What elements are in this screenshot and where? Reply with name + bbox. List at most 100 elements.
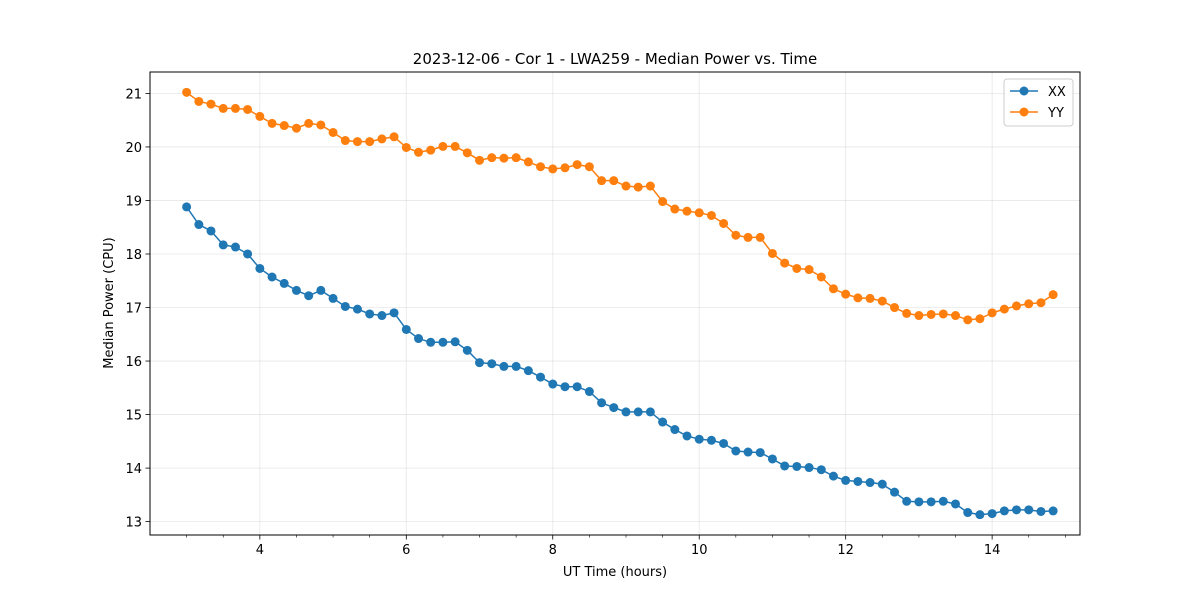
series-xx-point	[731, 446, 741, 456]
legend-xx-label: XX	[1048, 85, 1066, 100]
series-xx-point	[926, 497, 936, 507]
series-yy-point	[267, 118, 277, 128]
y-tick-label: 16	[125, 355, 142, 370]
legend-xx-marker	[1019, 86, 1029, 96]
series-yy-point	[841, 289, 851, 299]
series-xx-point	[475, 358, 485, 368]
series-yy-point	[706, 210, 716, 220]
series-yy-point	[792, 263, 802, 273]
x-tick-label: 12	[837, 543, 854, 558]
series-xx-point	[340, 301, 350, 311]
y-tick-label: 15	[125, 409, 142, 424]
series-yy-point	[389, 132, 399, 142]
series-yy-point	[206, 99, 216, 109]
series-xx-point	[951, 499, 961, 509]
series-yy-point	[328, 127, 338, 137]
plot-frame	[149, 71, 1081, 536]
series-xx-point	[438, 337, 448, 347]
series-xx-point	[694, 434, 704, 444]
series-xx-point	[255, 263, 265, 273]
series-xx-point	[182, 202, 192, 212]
series-xx-point	[938, 496, 948, 506]
series-yy-point	[914, 311, 924, 321]
series-yy-point	[621, 181, 631, 191]
series-yy-point	[902, 308, 912, 318]
legend: XX YY	[1003, 78, 1074, 127]
series-yy-point	[352, 137, 362, 147]
y-axis-ticks: 13 14 15 16 17 18 19 20 21	[125, 87, 150, 531]
series-yy-point	[816, 272, 826, 282]
series-xx-point	[267, 272, 277, 282]
y-axis-label: Median Power (CPU)	[102, 237, 117, 368]
series-xx-point	[414, 334, 424, 344]
series-xx-point	[304, 291, 314, 301]
series-xx-point	[426, 337, 436, 347]
series-xx-point	[194, 220, 204, 230]
series-xx-point	[780, 461, 790, 471]
data-series	[182, 87, 1058, 520]
series-yy-point	[304, 118, 314, 128]
series-yy-point	[536, 162, 546, 172]
y-tick-label: 14	[125, 462, 142, 477]
series-xx-point	[597, 398, 607, 408]
series-yy-point	[938, 309, 948, 319]
series-yy-point	[291, 123, 301, 133]
series-xx-point	[999, 506, 1009, 516]
series-xx-point	[389, 308, 399, 318]
series-yy-point	[316, 120, 326, 130]
series-xx-point	[279, 278, 289, 288]
series-xx-point	[523, 366, 533, 376]
series-xx-point	[841, 475, 851, 485]
series-xx-point	[377, 311, 387, 321]
y-tick-label: 20	[125, 141, 142, 156]
series-xx-point	[365, 309, 375, 319]
series-xx-point	[243, 249, 253, 259]
series-xx-point	[1024, 505, 1034, 515]
y-tick-label: 18	[125, 248, 142, 263]
series-yy-point	[1012, 301, 1022, 311]
series-xx-point	[719, 438, 729, 448]
x-tick-label: 6	[402, 543, 410, 558]
series-yy-point	[499, 153, 509, 163]
series-yy-point	[279, 121, 289, 131]
series-xx-point	[230, 242, 240, 252]
series-xx-point	[890, 487, 900, 497]
series-yy-point	[560, 163, 570, 173]
series-yy-point	[890, 303, 900, 313]
series-yy-point	[1036, 298, 1046, 308]
series-yy-point	[767, 248, 777, 258]
series-xx-point	[291, 285, 301, 295]
series-yy-point	[975, 314, 985, 324]
series-yy-point	[572, 160, 582, 170]
series-yy-point	[804, 265, 814, 275]
series-xx-point	[218, 240, 228, 250]
series-yy-point	[584, 162, 594, 172]
series-xx-point	[401, 324, 411, 334]
series-yy-point	[426, 145, 436, 155]
series-yy-point	[450, 141, 460, 151]
series-yy-point	[218, 103, 228, 113]
series-yy-point	[243, 104, 253, 114]
x-tick-label: 14	[984, 543, 1001, 558]
series-yy-point	[645, 181, 655, 191]
series-yy-point	[255, 111, 265, 121]
series-xx-point	[1048, 506, 1058, 516]
series-xx-point	[645, 407, 655, 417]
series-xx-point	[865, 478, 875, 488]
y-tick-label: 13	[125, 516, 142, 531]
series-xx-point	[536, 372, 546, 382]
series-yy-point	[926, 309, 936, 319]
series-yy-point	[1048, 290, 1058, 300]
y-tick-label: 21	[125, 87, 142, 102]
series-yy-point	[194, 96, 204, 106]
series-xx-point	[462, 345, 472, 355]
grid-lines	[150, 72, 1080, 535]
series-xx-point	[682, 431, 692, 441]
series-xx-point	[499, 361, 509, 371]
x-tick-label: 8	[549, 543, 557, 558]
series-xx-point	[328, 293, 338, 303]
series-xx-point	[633, 407, 643, 417]
series-yy-point	[609, 176, 619, 186]
series-yy-point	[365, 137, 375, 147]
